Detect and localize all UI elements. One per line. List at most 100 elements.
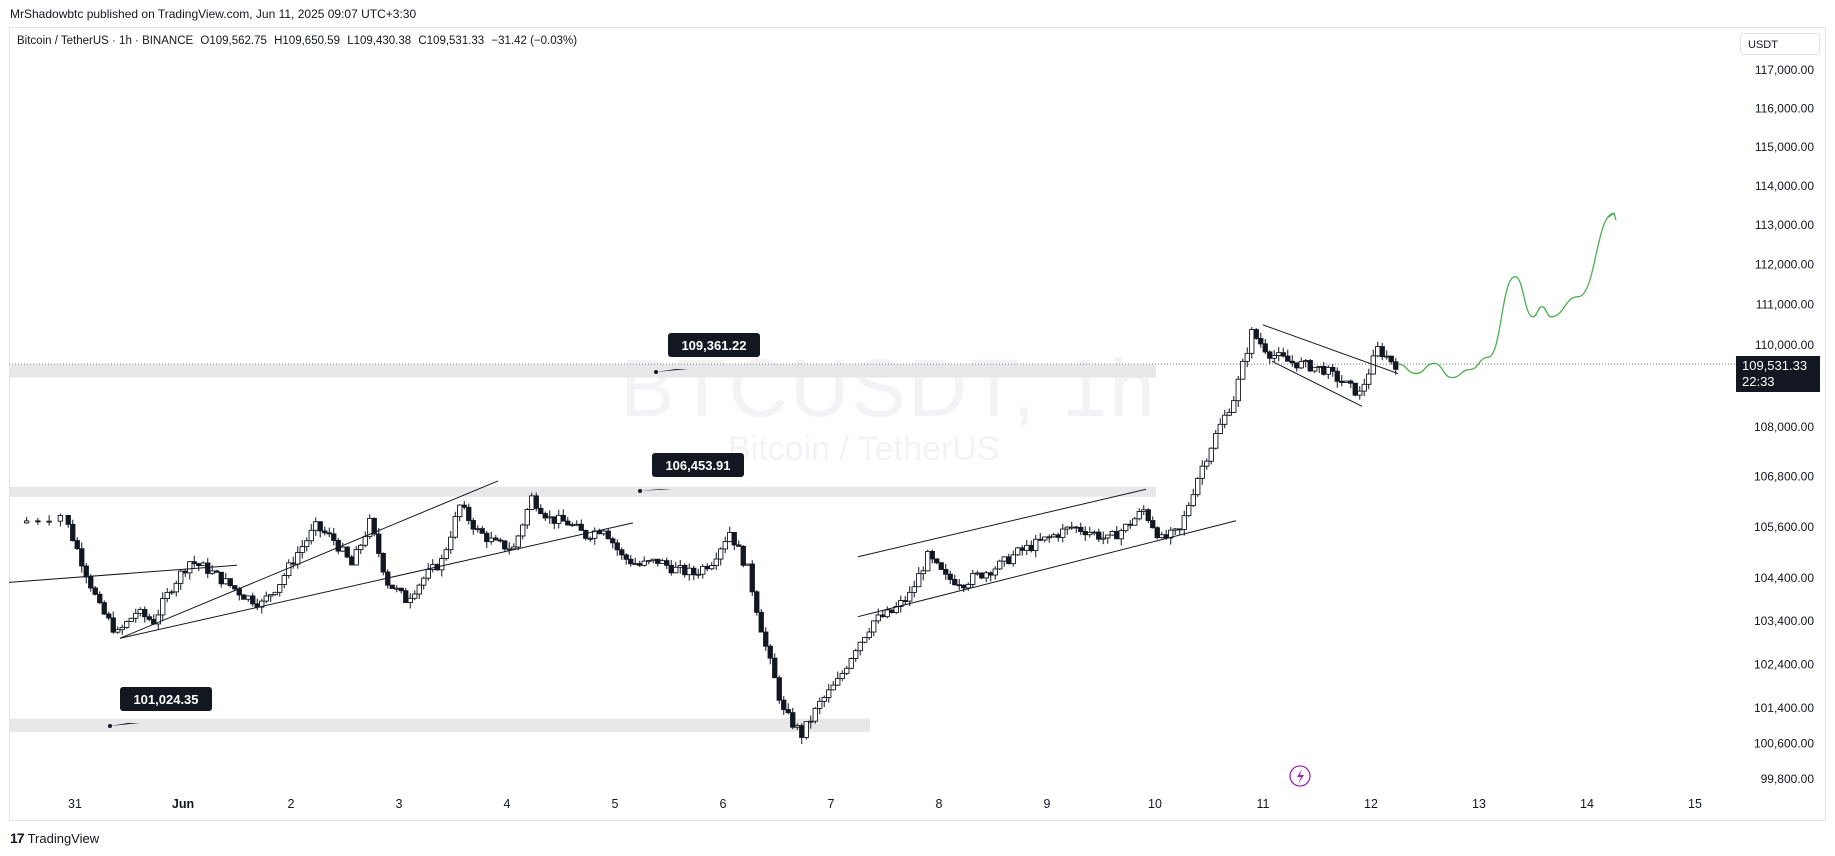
- candle-body: [578, 523, 584, 531]
- support-zone: [9, 364, 1156, 378]
- candle-body: [1019, 547, 1025, 551]
- x-tick-label: 14: [1580, 797, 1594, 811]
- annotation-box: [120, 687, 212, 711]
- annotation-box: [652, 453, 744, 477]
- candle-body: [1361, 383, 1367, 392]
- candle-body: [790, 712, 796, 728]
- candle-body: [1222, 414, 1228, 425]
- candle-body: [1001, 556, 1007, 562]
- candle-body: [781, 699, 787, 710]
- tradingview-logo[interactable]: 17 TradingView: [10, 830, 99, 846]
- candle-body: [583, 529, 589, 539]
- candle-body: [772, 657, 778, 679]
- candle-body: [466, 506, 472, 521]
- candle-body: [416, 584, 422, 595]
- y-tick-label: 111,000.00: [1756, 298, 1815, 312]
- candle-body: [992, 568, 998, 576]
- candle-body: [1271, 355, 1277, 359]
- candle-body: [326, 532, 332, 535]
- candle-body: [889, 609, 895, 614]
- candle-body: [1006, 556, 1012, 565]
- candle-body: [785, 709, 791, 714]
- y-tick-label: 102,400.00: [1754, 657, 1814, 671]
- candle-body: [727, 532, 733, 543]
- candle-body: [57, 514, 64, 522]
- candle-body: [191, 561, 197, 565]
- candle-body: [250, 595, 256, 605]
- candle-body: [916, 573, 922, 588]
- candle-body: [214, 570, 220, 573]
- ohlc-open: O109,562.75: [200, 35, 267, 47]
- candle-body: [938, 562, 944, 570]
- y-tick-label: 112,000.00: [1755, 258, 1814, 272]
- candle-body: [380, 552, 386, 573]
- candle-body: [754, 591, 760, 613]
- candle-body: [1100, 537, 1106, 540]
- candle-body: [1123, 523, 1129, 532]
- candle-body: [565, 520, 571, 526]
- candle-body: [592, 530, 598, 539]
- candle-body: [209, 570, 215, 574]
- candle-body: [439, 558, 445, 571]
- candle-body: [506, 548, 512, 551]
- trend-line: [8, 564, 238, 583]
- candle-body: [295, 552, 301, 565]
- candle-body: [763, 631, 769, 647]
- candle-body: [155, 614, 161, 625]
- symbol-legend[interactable]: Bitcoin / TetherUS · 1h · BINANCE O109,5…: [17, 35, 581, 47]
- candle-body: [965, 583, 971, 589]
- candle-body: [1289, 360, 1295, 364]
- tradingview-brand: TradingView: [27, 830, 100, 846]
- candle-body: [425, 569, 431, 579]
- candle-body: [331, 533, 337, 541]
- candle-body: [835, 678, 841, 686]
- candle-body: [218, 571, 224, 585]
- candle-body: [106, 613, 112, 619]
- y-tick-label: 114,000.00: [1755, 179, 1814, 193]
- candle-body: [110, 617, 116, 633]
- candle-body: [1082, 531, 1088, 536]
- candle-body: [794, 725, 800, 728]
- candle-body: [529, 495, 535, 510]
- x-tick-label: 2: [288, 797, 295, 811]
- candle-body: [1231, 400, 1237, 413]
- y-tick-label: 106,800.00: [1754, 470, 1814, 484]
- support-zone: [9, 718, 870, 732]
- candle-body: [857, 641, 863, 652]
- trend-line: [1262, 324, 1399, 375]
- candle-body: [1343, 380, 1349, 383]
- candle-body: [232, 585, 238, 590]
- annotation-dot: [108, 724, 112, 728]
- candle-body: [1235, 378, 1241, 402]
- candle-body: [371, 517, 377, 535]
- candle-body: [421, 577, 427, 586]
- x-tick-label: 9: [1044, 797, 1051, 811]
- candle-body: [502, 540, 508, 550]
- candle-body: [398, 587, 404, 592]
- candle-body: [142, 608, 148, 618]
- candle-body: [682, 564, 688, 576]
- x-tick-label: 8: [936, 797, 943, 811]
- price-annotation: 101,024.35: [108, 687, 212, 728]
- bar-countdown: 22:33: [1742, 374, 1775, 389]
- candle-body: [227, 578, 233, 587]
- candle-body: [470, 520, 476, 530]
- candle-body: [758, 611, 764, 633]
- candle-body: [241, 594, 247, 600]
- annotation-label: 109,361.22: [681, 338, 746, 353]
- candle-body: [1280, 352, 1286, 357]
- candle-body: [1028, 544, 1034, 552]
- candle-body: [749, 563, 755, 593]
- candle-body: [1199, 465, 1205, 479]
- candle-body: [178, 570, 184, 584]
- currency-button[interactable]: USDT: [1740, 33, 1820, 55]
- candle-body: [1204, 460, 1210, 467]
- candle-body: [767, 645, 773, 659]
- annotation-pointer: [110, 723, 140, 726]
- candle-body: [70, 523, 76, 542]
- candle-body: [560, 514, 566, 522]
- candle-body: [1393, 361, 1399, 370]
- candle-body: [979, 572, 985, 579]
- candle-body: [1042, 536, 1048, 541]
